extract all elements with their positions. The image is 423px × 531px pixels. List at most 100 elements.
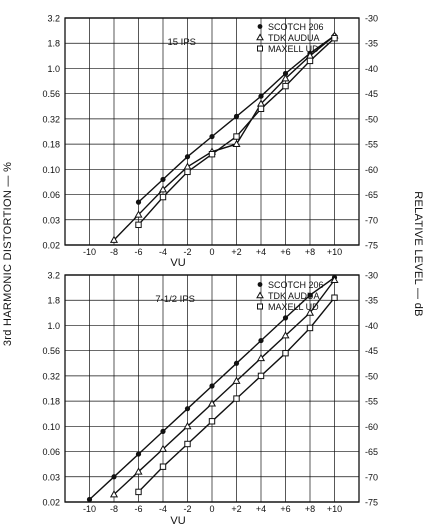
panel1-y-left-tick-label: 1.8 (47, 39, 60, 49)
panel2-point-1 (233, 360, 240, 366)
panel2-y-left-tick-label: 0.18 (42, 397, 60, 407)
panel1-y-left-tick-label: 0.32 (42, 114, 60, 124)
panel1-x-tick-label: +6 (280, 247, 290, 257)
panel1-point-3 (159, 193, 167, 201)
panel2-point-3 (257, 372, 265, 380)
panel1-x-tick-label: -2 (183, 247, 191, 257)
panel1-y-right-tick-label: -40 (365, 64, 378, 74)
panel1-point-3 (306, 57, 314, 65)
panel1-y-left-tick-label: 0.18 (42, 140, 60, 150)
panel2-y-left-tick-label: 1.8 (47, 296, 60, 306)
panel1-point-1 (233, 113, 240, 119)
panel2-y-right-tick-label: -70 (365, 472, 378, 482)
panel1-x-tick-label: -4 (159, 247, 167, 257)
panel1-point-3 (135, 221, 142, 229)
panel2-y-left-tick-label: 1.0 (47, 321, 60, 331)
panel2-y-right-tick-label: -35 (365, 296, 378, 306)
panel1-point-2 (281, 74, 290, 82)
panel2-x-tick-label: -10 (83, 504, 96, 514)
panel2-point-2 (256, 353, 266, 362)
panel1-point-1 (282, 70, 289, 77)
panel2-point-2 (330, 275, 339, 283)
panel1-point-1 (209, 133, 215, 140)
panel2-y-right-tick-label: -60 (365, 422, 378, 432)
panel2-y-left-tick-label: 0.06 (42, 447, 60, 457)
panel1-y-left-tick-label: 0.56 (42, 89, 60, 99)
panel2-x-tick-label: +8 (305, 504, 315, 514)
panel2-y-left-tick-label: 0.03 (42, 472, 60, 482)
panel2-point-2 (109, 490, 119, 498)
panel1-y-right-tick-label: -65 (365, 190, 378, 200)
panel2-legend-marker-3 (257, 303, 263, 310)
panel1-frame (64, 17, 360, 246)
panel1-y-left-tick-label: 0.10 (42, 165, 60, 175)
panel2-y-right-tick-label: -50 (365, 371, 378, 381)
panel2-y-left-tick-label: 3.2 (47, 271, 60, 281)
panel1-x-axis-label: VU (170, 257, 185, 269)
panel1-y-right-tick-label: -60 (365, 165, 378, 175)
panel1-point-1 (184, 154, 191, 160)
panel2-point-1 (111, 474, 117, 480)
panel1-point-1 (135, 199, 142, 205)
panel1-point-1 (258, 93, 264, 99)
panel2-y-right-tick-label: -40 (365, 321, 378, 331)
panel2-x-tick-label: -4 (159, 504, 167, 514)
panel2-point-3 (282, 349, 289, 357)
panel1-legend-marker-3 (257, 45, 263, 52)
panel2-speed-label: 7-1/2 IPS (155, 294, 195, 305)
panel1-y-right-tick-label: -75 (365, 241, 378, 251)
panel2-point-2 (232, 376, 241, 384)
panel2-y-left-tick-label: 0.02 (42, 498, 60, 508)
panel1-x-tick-label: +4 (256, 247, 266, 257)
panel2-point-1 (86, 496, 93, 503)
panel1-point-2 (109, 235, 119, 243)
panel2-y-right-tick-label: -65 (365, 447, 378, 457)
panel2-y-right-tick-label: -45 (365, 346, 378, 356)
panel1-y-left-tick-label: 3.2 (47, 14, 60, 24)
panel2-x-tick-label: -6 (134, 504, 142, 514)
panel2-x-tick-label: +4 (256, 504, 266, 514)
panel1-y-right-tick-label: -70 (365, 215, 378, 225)
panel1-y-left-tick-label: 0.03 (42, 215, 60, 225)
panel2-point-2 (158, 444, 168, 452)
panel2-point-1 (282, 315, 289, 321)
panel2-point-3 (159, 463, 167, 470)
panel2-point-3 (208, 418, 216, 425)
panel1-x-tick-label: -8 (110, 247, 118, 257)
panel2-point-2 (183, 422, 192, 430)
panel2-series-line-2 (113, 279, 336, 495)
panel1-x-tick-label: +2 (231, 247, 241, 257)
panel1-x-tick-label: -10 (83, 247, 96, 257)
panel1-x-tick-label: 0 (209, 247, 214, 257)
panel2-point-1 (258, 337, 264, 344)
panel2-x-tick-label: +10 (327, 504, 342, 514)
panel1-y-left-tick-label: 1.0 (47, 64, 60, 74)
panel1-y-left-tick-label: 0.02 (42, 241, 60, 251)
panel2-y-right-tick-label: -55 (365, 397, 378, 407)
panel2-frame (64, 274, 360, 503)
panel1-point-2 (158, 185, 168, 193)
panel2-point-1 (184, 406, 191, 412)
panel1-x-tick-label: +8 (305, 247, 315, 257)
panel1-y-left-tick-label: 0.06 (42, 190, 60, 200)
panel1-legend-label-1: SCOTCH 206 (268, 22, 324, 32)
panel2-point-3 (233, 395, 240, 402)
panel2-point-3 (184, 440, 191, 448)
panel2-y-right-tick-label: -30 (365, 271, 378, 281)
panel1-speed-label: 15 IPS (167, 37, 196, 48)
panel1-y-right-tick-label: -45 (365, 89, 378, 99)
panel1-y-right-tick-label: -35 (365, 39, 378, 49)
panel2-point-3 (135, 488, 142, 496)
panel2-x-tick-label: +6 (280, 504, 290, 514)
panel1-point-3 (184, 168, 191, 176)
panel2-point-1 (307, 292, 313, 298)
panel1-y-right-tick-label: -55 (365, 140, 378, 150)
panel1-legend-marker-2 (256, 33, 264, 41)
panel2-legend-marker-2 (256, 291, 264, 299)
panel2-point-3 (331, 294, 338, 301)
panel1-legend-label-2: TDK AUDUA (268, 33, 320, 43)
panel2-legend-label-2: TDK AUDUA (268, 291, 320, 301)
panel1-point-3 (331, 34, 338, 42)
panel1-point-3 (282, 82, 289, 90)
